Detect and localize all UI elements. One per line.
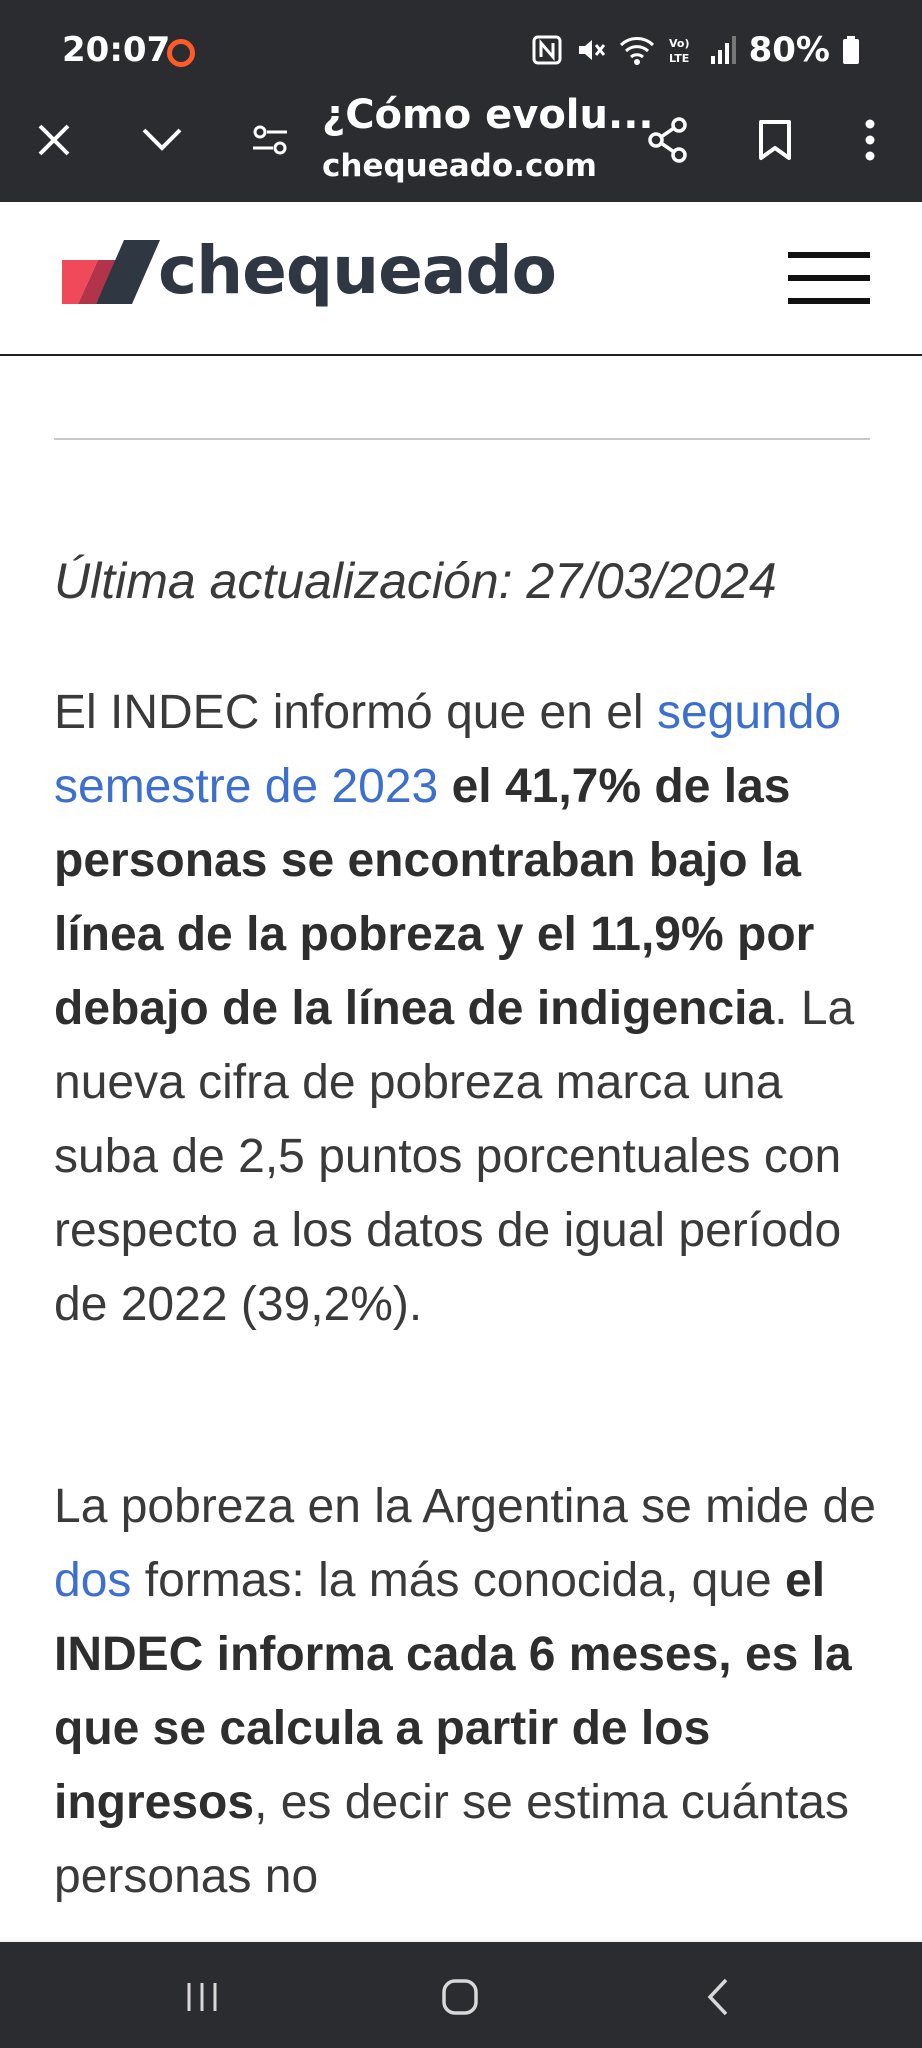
site-settings-button[interactable] [230, 100, 310, 180]
recent-apps-icon [187, 1983, 217, 2011]
back-button[interactable] [688, 1972, 748, 2022]
last-updated: Última actualización: 27/03/2024 [54, 553, 777, 609]
more-options-icon [865, 119, 875, 161]
volte-icon: Vo) LTE [669, 37, 690, 65]
scroll-fade [0, 1938, 922, 1944]
svg-text:Vo): Vo) [669, 37, 690, 50]
close-icon [38, 124, 70, 156]
site-header: chequeado [0, 202, 922, 356]
home-button[interactable] [430, 1972, 490, 2022]
article-paragraph: El INDEC informó que en el segundo semes… [54, 686, 855, 1331]
bookmark-button[interactable] [735, 100, 815, 180]
recent-apps-button[interactable] [172, 1972, 232, 2022]
status-time: 20:07 [62, 30, 171, 70]
bold-highlight: el 41,7% de las personas se encontraban … [54, 760, 815, 1035]
close-tab-button[interactable] [14, 100, 94, 180]
browser-toolbar [0, 100, 922, 180]
mute-icon [578, 40, 605, 60]
system-navigation-bar [0, 1942, 922, 2048]
signal-icon [710, 36, 736, 64]
page-domain[interactable]: chequeado.com [322, 148, 597, 184]
bold-highlight: el INDEC informa cada 6 meses, es la que… [54, 1554, 852, 1829]
home-icon [442, 1979, 478, 2015]
record-icon [167, 39, 195, 67]
bookmark-icon [759, 120, 791, 160]
nfc-icon [532, 35, 562, 65]
browser-chrome: 20:07 Vo) LTE 80% [0, 0, 922, 202]
svg-text:LTE: LTE [669, 52, 689, 65]
page-title[interactable]: ¿Cómo evolu... [322, 92, 654, 138]
menu-button[interactable] [788, 252, 870, 306]
wifi-icon [619, 37, 654, 65]
status-icons: Vo) LTE 80% [531, 30, 860, 70]
logo-mark-icon[interactable] [62, 240, 162, 306]
chevron-down-icon [142, 128, 182, 151]
battery-icon [843, 36, 859, 64]
minimize-tab-button[interactable] [122, 100, 202, 180]
share-button[interactable] [628, 100, 708, 180]
share-icon [648, 117, 687, 163]
site-settings-icon [253, 125, 287, 155]
site-logo[interactable]: chequeado [158, 232, 557, 309]
more-options-button[interactable] [830, 100, 910, 180]
back-icon [707, 1978, 728, 2016]
content-divider [54, 438, 870, 440]
battery-percent: 80% [748, 30, 830, 70]
hamburger-menu-icon [788, 252, 870, 304]
article-link-semester[interactable]: segundo semestre de 2023 [54, 686, 842, 813]
article-paragraph: La pobreza en la Argentina se mide de do… [54, 1480, 876, 1903]
article-link-dos[interactable]: dos [54, 1554, 132, 1607]
